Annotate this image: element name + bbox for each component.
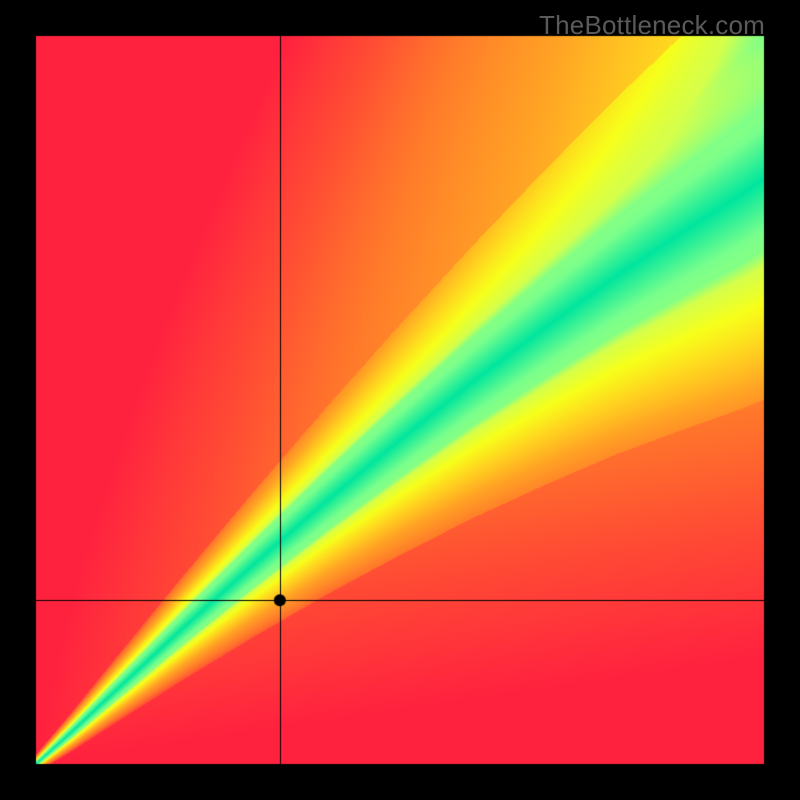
bottleneck-heatmap <box>0 0 800 800</box>
watermark-text: TheBottleneck.com <box>539 10 765 41</box>
